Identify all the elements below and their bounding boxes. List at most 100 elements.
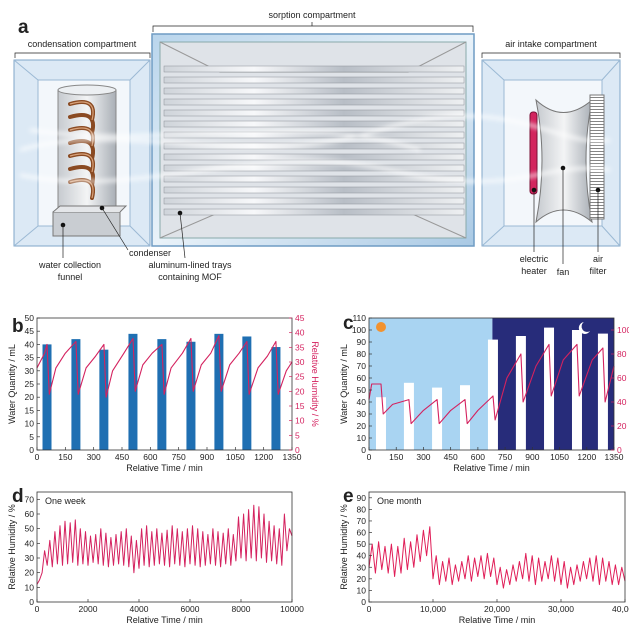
- y-tick-label: 40: [25, 538, 35, 548]
- line: [36, 335, 293, 398]
- y-tick-label: 40: [357, 397, 367, 407]
- x-tick-label: 1050: [226, 452, 245, 462]
- label: filter: [589, 266, 606, 276]
- y-tick-label: 20: [25, 568, 35, 578]
- y-tick-label: 35: [25, 353, 35, 363]
- bar: [42, 344, 52, 450]
- y-tick-label: 70: [25, 494, 35, 504]
- annotation: One month: [377, 496, 422, 506]
- bar: [242, 336, 252, 450]
- y-tick-label: 10: [357, 585, 367, 595]
- label: containing MOF: [158, 272, 222, 282]
- y-axis-label: Relative Humidity / %: [339, 504, 349, 590]
- y-tick-label: 60: [357, 528, 367, 538]
- x-tick-label: 1200: [254, 452, 273, 462]
- y-tick-label: 40: [25, 339, 35, 349]
- y2-tick-label: 25: [295, 372, 305, 382]
- y-tick-label: 80: [357, 504, 367, 514]
- bar: [403, 382, 414, 450]
- bracket: [152, 22, 474, 32]
- y-tick-label: 0: [361, 445, 366, 455]
- y2-tick-label: 60: [617, 373, 627, 383]
- icons: [376, 322, 590, 334]
- x-tick-label: 0: [367, 604, 372, 614]
- bar: [214, 333, 224, 450]
- y2-tick-label: 0: [295, 445, 300, 455]
- y-tick-label: 30: [357, 409, 367, 419]
- x-tick-label: 0: [35, 604, 40, 614]
- y2-tick-label: 35: [295, 342, 305, 352]
- airflow: [19, 114, 611, 183]
- charts: 0 150 300 450 600 750 900 1050 1200 1350051015202…: [7, 313, 629, 624]
- y-tick-label: 30: [357, 562, 367, 572]
- x-tick-label: 450: [444, 452, 458, 462]
- y-tick-label: 90: [357, 337, 367, 347]
- x-tick-label: 600: [471, 452, 485, 462]
- x-tick-label: 0: [35, 452, 40, 462]
- y-tick-label: 50: [357, 539, 367, 549]
- x-tick-label: 900: [525, 452, 539, 462]
- compartment-label: condensation compartment: [28, 39, 137, 49]
- x-tick-label: 600: [143, 452, 157, 462]
- x-tick-label: 150: [389, 452, 403, 462]
- y-tick-label: 5: [29, 432, 34, 442]
- label: water collection: [38, 260, 101, 270]
- bar: [128, 333, 138, 450]
- y2-axis-label: Relative Humidity / %: [310, 341, 320, 427]
- bar: [186, 341, 196, 450]
- x-tick-label: 30,000: [548, 604, 574, 614]
- x-tick-label: 20,000: [484, 604, 510, 614]
- y-tick-label: 0: [29, 597, 34, 607]
- y-tick-label: 20: [357, 574, 367, 584]
- y-tick-label: 90: [357, 493, 367, 503]
- panel-label: e: [343, 486, 354, 507]
- y2-tick-label: 40: [617, 397, 627, 407]
- bar: [487, 339, 498, 450]
- label: aluminum-lined trays: [148, 260, 232, 270]
- y-tick-label: 25: [25, 379, 35, 389]
- x-tick-label: 8000: [232, 604, 251, 614]
- label: electric: [520, 254, 549, 264]
- bar: [99, 349, 109, 450]
- y2-tick-label: 30: [295, 357, 305, 367]
- panel-label: d: [12, 486, 24, 507]
- y-tick-label: 70: [357, 516, 367, 526]
- y-tick-label: 0: [361, 597, 366, 607]
- y-tick-label: 40: [357, 551, 367, 561]
- y-tick-label: 45: [25, 326, 35, 336]
- y-tick-label: 10: [25, 582, 35, 592]
- x-tick-label: 0: [367, 452, 372, 462]
- line: [368, 343, 615, 425]
- y-axis-label: Relative Humidity / %: [7, 504, 17, 590]
- bar: [571, 330, 582, 450]
- x-axis-label: Relative Time / min: [459, 615, 536, 624]
- plot-frame: [36, 491, 293, 603]
- sorption-compartment: [151, 33, 475, 247]
- bar: [432, 387, 443, 450]
- y-tick-label: 110: [352, 313, 366, 323]
- y-tick-label: 50: [357, 385, 367, 395]
- x-tick-label: 1050: [550, 452, 569, 462]
- x-tick-label: 300: [416, 452, 430, 462]
- air-intake-compartment: [481, 59, 621, 247]
- y2-tick-label: 80: [617, 349, 627, 359]
- y-tick-label: 50: [25, 524, 35, 534]
- x-axis-label: Relative Time / min: [126, 615, 203, 624]
- x-tick-label: 10,000: [420, 604, 446, 614]
- bar: [544, 327, 555, 450]
- x-tick-label: 750: [498, 452, 512, 462]
- bracket: [481, 52, 621, 58]
- x-tick-label: 1200: [577, 452, 596, 462]
- y-tick-label: 20: [357, 421, 367, 431]
- bar: [157, 339, 167, 450]
- x-tick-label: 2000: [79, 604, 98, 614]
- x-tick-label: 6000: [181, 604, 200, 614]
- y2-tick-label: 20: [295, 386, 305, 396]
- y2-tick-label: 100: [617, 325, 629, 335]
- y2-tick-label: 10: [295, 416, 305, 426]
- label: heater: [521, 266, 547, 276]
- condensation-compartment: [13, 59, 151, 247]
- bar: [375, 397, 386, 450]
- x-tick-label: 1350: [283, 452, 302, 462]
